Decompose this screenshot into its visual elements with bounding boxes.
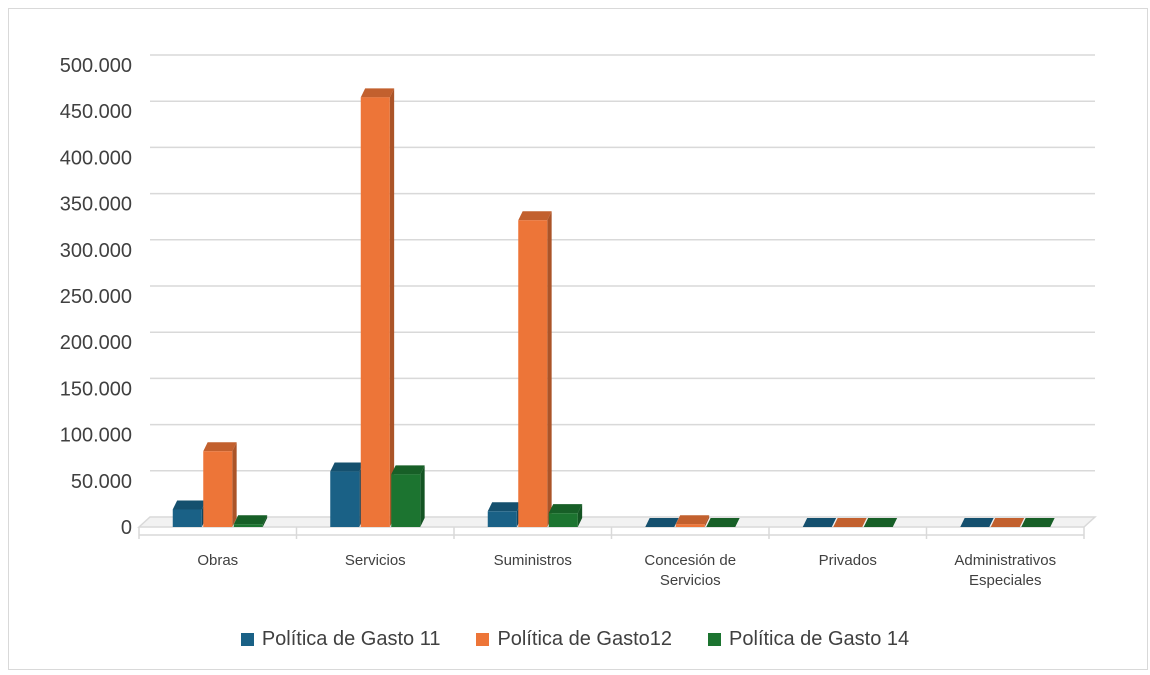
bar-top [645,518,679,527]
bar [172,509,202,527]
bar [233,524,263,527]
chart-floor [137,516,1097,528]
bar-top [548,504,583,514]
y-tick-label: 350.000 [60,194,132,216]
category-label: Servicios [660,572,721,589]
bar-top [172,500,207,510]
y-tick-label: 500.000 [60,55,132,77]
y-tick-label: 300.000 [60,240,132,262]
category-label: Administrativos [954,552,1056,569]
bar-top [391,465,425,475]
bar-top [203,442,237,452]
bar-top [990,518,1025,527]
bar-side [420,465,425,527]
bar [548,513,578,527]
y-tick-label: 200.000 [60,332,132,354]
chart-frame [8,8,1148,670]
legend-swatch-series-1 [240,633,254,646]
y-tick-label: 450.000 [60,101,132,123]
bar [203,451,233,527]
bar-top [518,211,552,221]
legend-label-series-3: Política de Gasto 14 [729,628,910,650]
bar-top [487,502,522,512]
bar-side [389,88,395,527]
bar-top [706,518,740,527]
bar-top [1021,518,1055,527]
bar [360,97,390,527]
bar [330,471,360,527]
category-label: Servicios [345,552,406,569]
bar-top [360,88,395,98]
category-label: Suministros [494,552,572,569]
legend: Política de Gasto 11 Política de Gasto12… [0,628,1150,651]
bar-top [960,518,994,527]
y-tick-label: 50.000 [71,471,132,493]
category-label: Obras [197,552,238,569]
legend-swatch-series-2 [476,633,490,646]
bar-top [675,515,710,525]
y-tick-label: 150.000 [60,378,132,400]
legend-item-series-3: Política de Gasto 14 [708,628,909,651]
category-label: Especiales [969,572,1042,589]
legend-item-series-1: Política de Gasto 11 [240,628,441,651]
bar [487,511,517,527]
bar-top [833,518,867,527]
y-tick-label: 0 [121,517,132,539]
legend-label-series-1: Política de Gasto 11 [261,628,441,650]
bar [391,474,421,527]
y-tick-label: 250.000 [60,286,132,308]
bar-top [233,515,268,525]
y-tick-label: 400.000 [60,147,132,169]
category-label: Concesión de [644,552,736,569]
bar-side [577,504,583,527]
bar-top [863,518,898,527]
bar [518,220,548,527]
legend-swatch-series-3 [708,633,722,646]
category-label: Privados [819,552,877,569]
bar-side [547,211,552,527]
legend-label-series-2: Política de Gasto12 [497,628,673,650]
y-tick-label: 100.000 [60,425,132,447]
bar-side [262,515,268,527]
legend-item-series-2: Política de Gasto12 [476,628,672,651]
bar-top [330,462,364,472]
bar [675,524,705,527]
bar-side [704,515,710,527]
bar-top [802,518,837,527]
bar-side [232,442,237,527]
